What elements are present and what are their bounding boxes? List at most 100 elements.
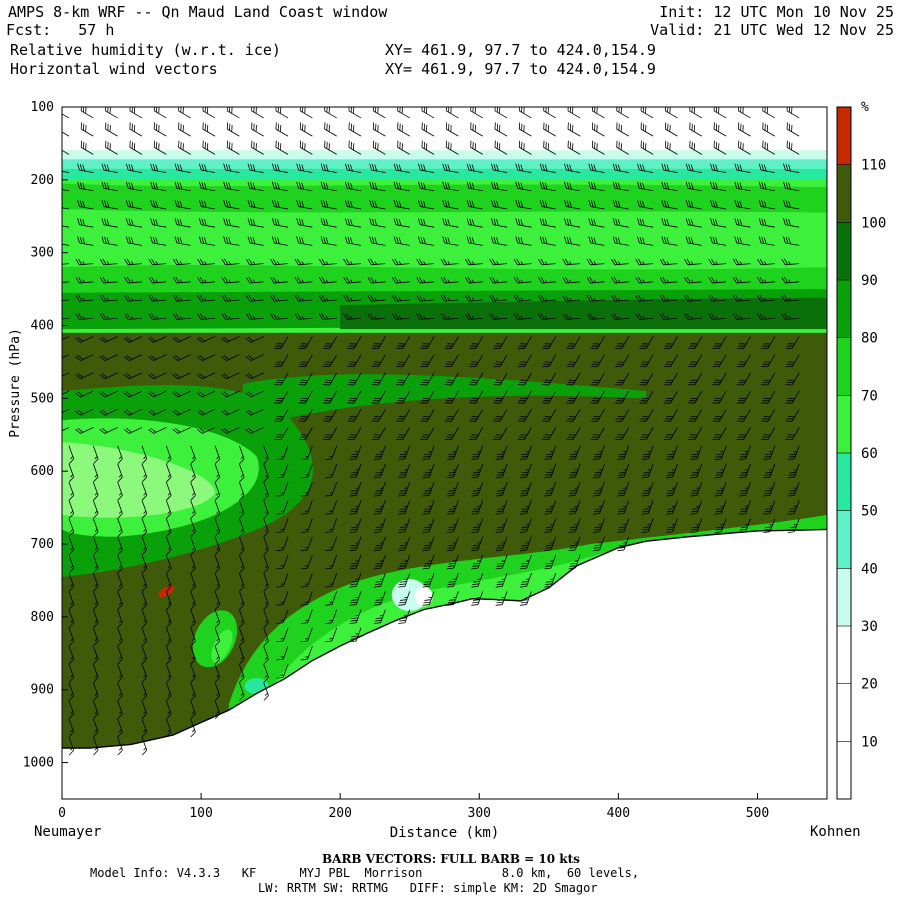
wind-barb <box>495 536 508 552</box>
wind-barb <box>494 140 508 155</box>
wind-barb <box>101 200 118 210</box>
wind-barb <box>690 445 703 461</box>
wind-barb <box>214 518 221 537</box>
colorbar-bin <box>837 510 851 569</box>
wind-barb <box>489 313 508 320</box>
fcst-value: 57 h <box>78 21 115 39</box>
wind-barb <box>542 354 557 368</box>
wind-barb <box>75 390 94 398</box>
wind-barb <box>190 554 196 574</box>
wind-barb <box>300 554 313 570</box>
wind-barb <box>178 140 191 155</box>
wind-barb <box>446 536 459 552</box>
wind-barb <box>190 682 196 701</box>
wind-barb <box>349 518 362 533</box>
wind-barb <box>92 573 99 592</box>
wind-barb <box>148 336 167 343</box>
wind-barb <box>663 409 678 422</box>
wind-barb <box>442 236 459 246</box>
wind-barb <box>105 107 118 119</box>
wind-barb <box>197 258 216 266</box>
wind-barb <box>348 122 362 137</box>
wind-barb <box>442 200 459 210</box>
wind-barb <box>214 445 221 465</box>
wind-barb <box>710 200 727 210</box>
wind-barb <box>517 372 532 386</box>
wind-barb <box>349 554 362 570</box>
wind-barb <box>141 591 148 610</box>
wind-barb <box>610 295 629 302</box>
wind-barb <box>75 427 94 434</box>
wind-barb <box>422 445 435 461</box>
wind-barb <box>420 336 435 349</box>
wind-barb <box>347 390 362 404</box>
rh-fill-0-30-blob <box>414 586 433 607</box>
right-station-label: Kohnen <box>810 824 861 840</box>
wind-barb <box>150 236 167 246</box>
wind-barb <box>786 107 800 119</box>
wind-barb <box>398 591 411 606</box>
wind-barb <box>190 445 196 465</box>
wind-barb <box>781 295 800 302</box>
wind-barb <box>373 500 386 515</box>
wind-barb <box>92 609 99 628</box>
wind-barb <box>165 463 172 483</box>
wind-barb <box>466 200 483 210</box>
wind-barb <box>739 482 751 497</box>
wind-barb <box>761 354 776 368</box>
wind-barb <box>617 445 630 461</box>
wind-barb <box>296 181 313 192</box>
wind-barb <box>165 573 172 592</box>
wind-barb <box>640 122 654 137</box>
wind-barb <box>635 295 654 302</box>
wind-barb <box>495 445 508 461</box>
wind-barb <box>665 463 678 479</box>
wind-barb <box>470 140 483 155</box>
wind-barb <box>564 218 581 228</box>
wind-barb <box>325 609 338 624</box>
wind-barb <box>275 122 289 137</box>
wind-barb <box>398 573 411 588</box>
wind-barb <box>172 408 191 416</box>
wind-barb <box>178 107 191 119</box>
wind-barb <box>739 463 751 479</box>
wind-barb <box>325 591 338 606</box>
colorbar-label: 100 <box>861 215 886 231</box>
wind-barb <box>762 140 776 155</box>
wind-barb <box>75 336 94 343</box>
colorbar-label: 70 <box>861 388 878 404</box>
wind-barb <box>117 518 123 537</box>
cross-section-chart: 100 200 300 400 500 600 700 800 900 1000 0 100 200 30… <box>8 100 886 841</box>
wind-barb <box>296 236 313 246</box>
wind-barb <box>75 258 94 266</box>
wind-barb <box>688 390 703 404</box>
wind-barb <box>99 372 118 380</box>
wind-barb <box>300 463 313 479</box>
wind-barb <box>190 645 196 665</box>
wind-barb <box>471 463 484 479</box>
wind-barb <box>92 700 99 719</box>
wind-barb <box>62 427 70 434</box>
wind-barb <box>757 258 775 266</box>
wind-barb <box>141 609 148 628</box>
wind-barb <box>322 409 338 422</box>
wind-barb <box>245 295 264 302</box>
wind-barb <box>349 500 362 515</box>
wind-barb <box>344 181 362 192</box>
wind-barb <box>270 313 289 320</box>
wind-barb <box>422 554 435 570</box>
wind-barb <box>708 276 727 284</box>
wind-barb <box>322 336 338 349</box>
wind-barb <box>99 276 118 284</box>
wind-barb <box>515 236 532 246</box>
wind-barb <box>214 682 221 701</box>
wind-barb <box>539 163 556 173</box>
wind-barb <box>68 445 75 465</box>
wind-barb <box>464 276 483 284</box>
wind-barb <box>198 218 216 228</box>
wind-barb <box>420 427 435 441</box>
wind-barb <box>214 463 221 483</box>
wind-barb <box>148 258 167 266</box>
wind-barb <box>495 518 508 533</box>
wind-barb <box>68 536 75 556</box>
